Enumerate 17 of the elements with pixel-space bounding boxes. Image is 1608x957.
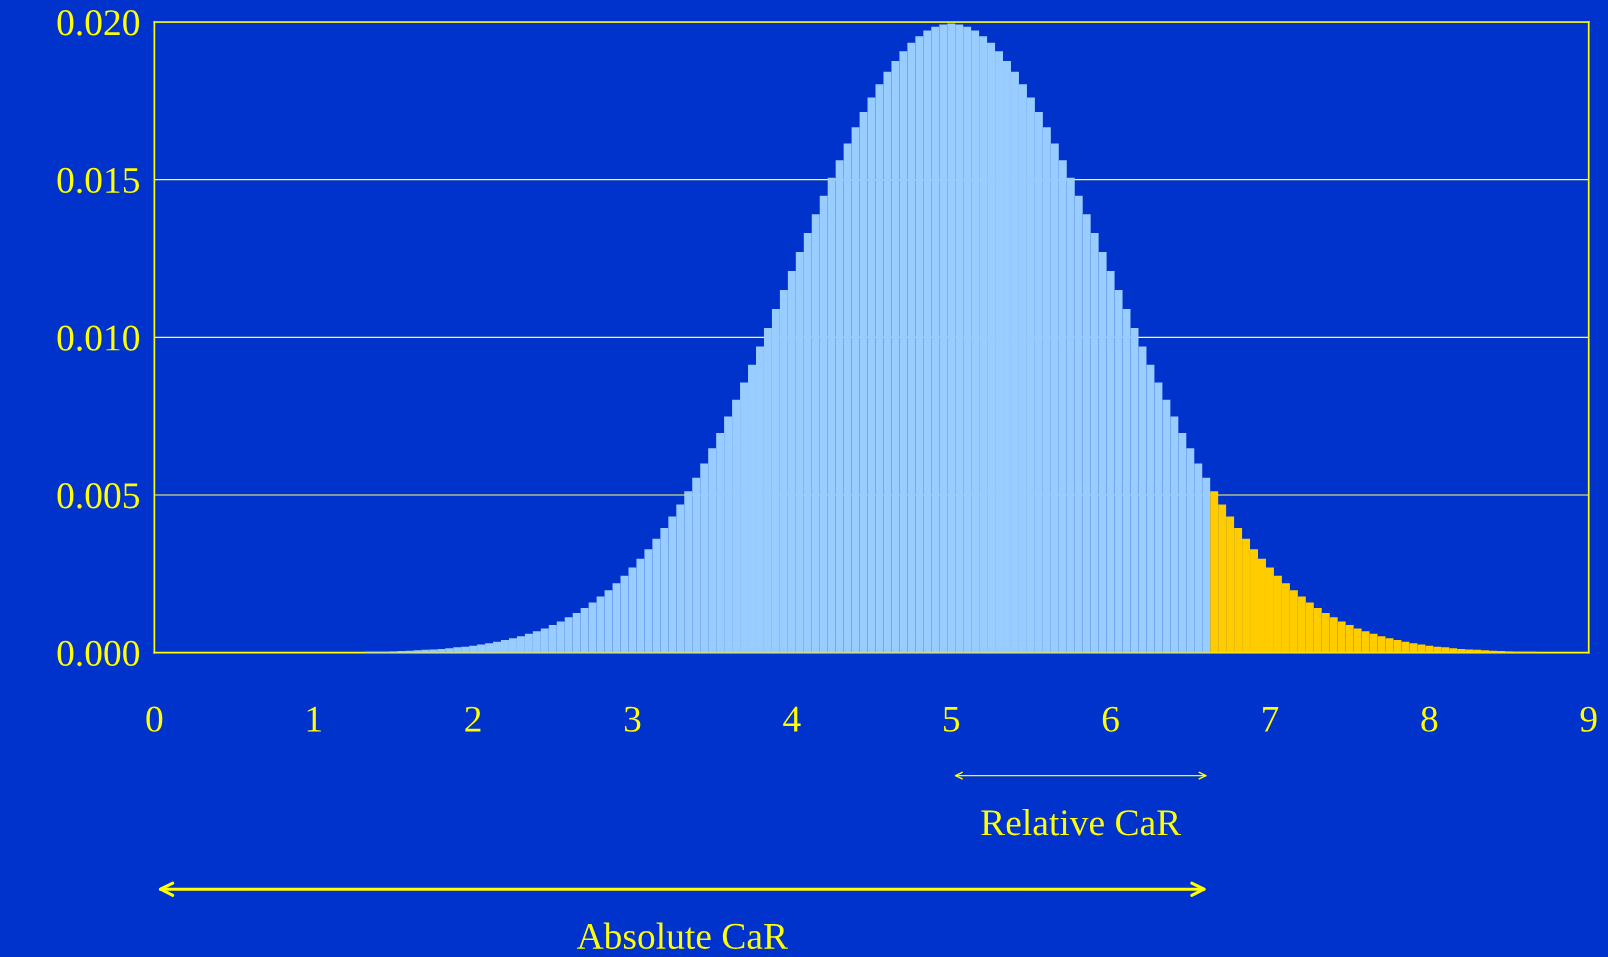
y-tick-label: 0.005 [57,483,140,509]
x-tick-label: 3 [624,706,641,732]
x-tick-label: 7 [1263,706,1279,732]
y-tick-label: 0.010 [57,325,140,351]
x-tick-label: 5 [944,706,960,732]
x-tick-label: 1 [307,706,321,732]
y-tick-label: 0.015 [57,167,140,194]
x-tick-label: 0 [146,706,163,732]
y-tick-label: 0.000 [57,640,140,667]
x-tick-label: 4 [783,706,801,732]
x-tick-label: 6 [1102,706,1119,732]
text: Relative CaR [981,809,1182,836]
x-tick-label: 9 [1580,706,1597,732]
y-tick-label: 0.020 [57,10,140,36]
text: Absolute CaR [576,922,788,950]
x-tick-label: 2 [465,706,481,732]
x-tick-label: 8 [1421,706,1438,732]
